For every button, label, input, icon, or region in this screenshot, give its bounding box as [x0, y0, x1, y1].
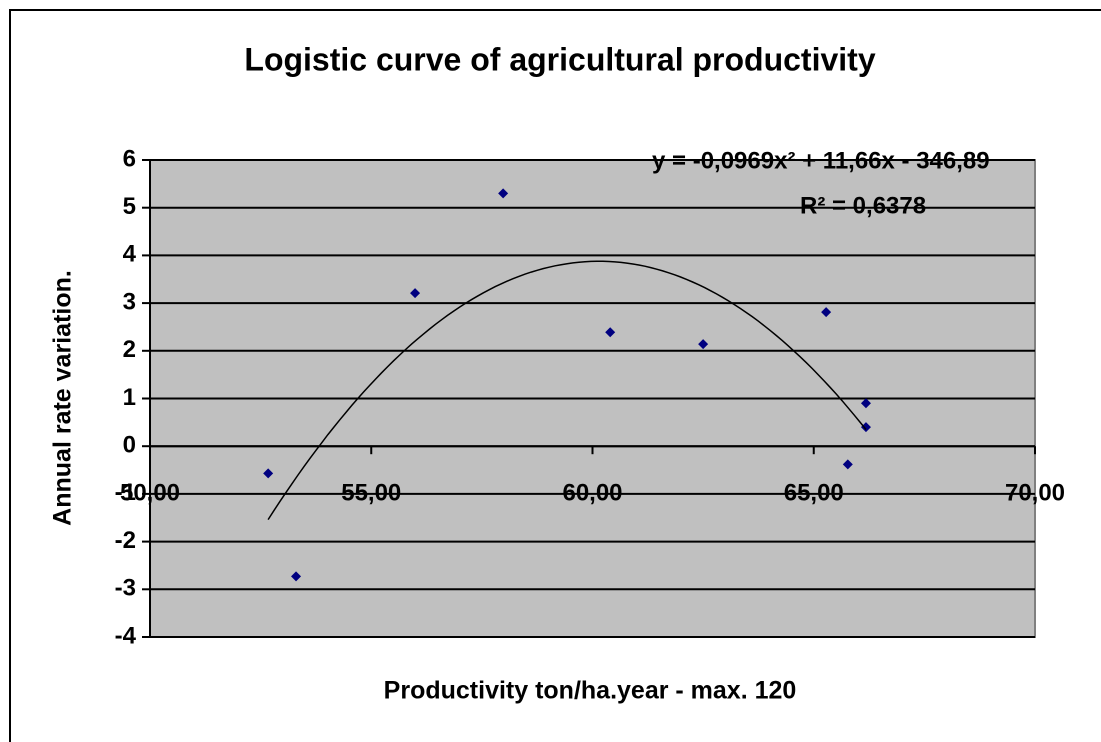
- x-tick-label: 70,00: [1005, 480, 1065, 507]
- chart-title: Logistic curve of agricultural productiv…: [244, 41, 875, 77]
- y-tick-label: -4: [115, 622, 137, 649]
- marker: [410, 288, 421, 299]
- y-tick-label: 4: [123, 241, 137, 268]
- x-tick-label: 50,00: [120, 480, 180, 507]
- y-tick-label: 2: [123, 336, 136, 363]
- marker: [842, 459, 853, 470]
- y-tick-label: 5: [123, 193, 136, 220]
- y-tick-label: 1: [123, 384, 136, 411]
- x-tick-label: 55,00: [341, 480, 401, 507]
- x-tick-label: 60,00: [562, 480, 622, 507]
- trendline-equation: y = -0,0969x² + 11,66x - 346,89: [652, 147, 990, 174]
- y-tick-label: -2: [115, 527, 136, 554]
- trendline: [267, 260, 867, 521]
- marker: [860, 422, 871, 433]
- marker: [291, 571, 302, 582]
- y-tick-label: 6: [123, 145, 136, 172]
- y-tick-label: -3: [115, 575, 136, 602]
- y-axis-label: Annual rate variation.: [49, 270, 77, 526]
- marker: [263, 468, 274, 479]
- marker: [605, 327, 616, 338]
- y-tick-label: 3: [123, 288, 136, 315]
- y-tick-label: -1: [115, 479, 136, 506]
- x-tick-label: 65,00: [784, 480, 844, 507]
- marker: [860, 398, 871, 409]
- x-axis-label: Productivity ton/ha.year - max. 120: [384, 677, 797, 705]
- marker: [698, 339, 709, 350]
- marker: [498, 188, 509, 199]
- y-tick-label: 0: [123, 432, 136, 459]
- marker: [821, 307, 832, 318]
- trendline-r-squared: R² = 0,6378: [800, 192, 926, 219]
